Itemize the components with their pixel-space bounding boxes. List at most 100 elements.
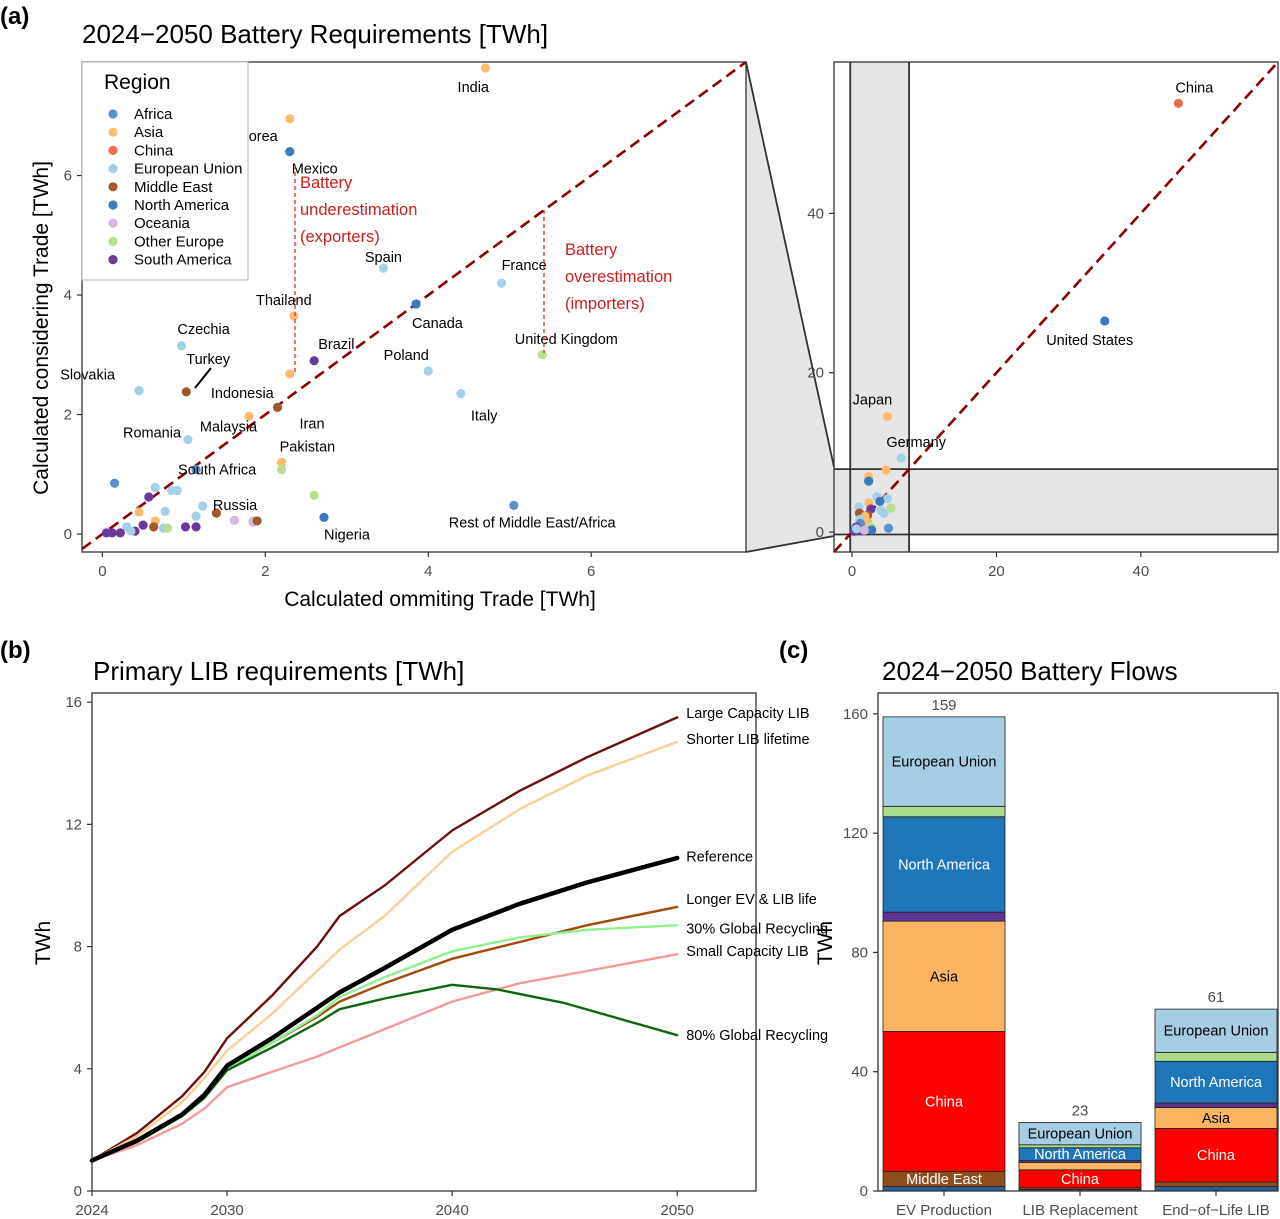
point-turkey — [181, 387, 191, 397]
label-malaysia: Malaysia — [200, 420, 258, 436]
line-reference — [89, 855, 680, 1163]
line-small-capacity-lib — [90, 953, 679, 1162]
point-unlabeled-43 — [162, 523, 173, 533]
bar-label-1-european-union: European Union — [1028, 1127, 1133, 1143]
point-poland — [423, 366, 433, 376]
point-italy — [456, 389, 466, 399]
point-unlabeled-36 — [229, 515, 239, 525]
zoom-connector — [745, 61, 835, 553]
bar-label-2-china: China — [1197, 1148, 1236, 1164]
zoom-label-united-states: United States — [1046, 333, 1133, 349]
zoom-label-germany: Germany — [886, 435, 946, 451]
bar-end-of-life-lib-china — [1154, 1127, 1278, 1183]
label-south-africa: South Africa — [178, 463, 257, 479]
panel-b-tag: (b) — [0, 637, 31, 664]
c-y-tick-label-120: 120 — [843, 825, 868, 842]
point-rest-of-middle-east-africa — [509, 500, 519, 510]
bar-label-0-asia: Asia — [930, 969, 959, 985]
zoom-point-unlabeled-4 — [881, 465, 891, 475]
bar-end-of-life-lib-africa — [1154, 1186, 1278, 1192]
panel-a-title: 2024−2050 Battery Requirements [TWh] — [82, 19, 548, 49]
zoom-point-unlabeled-12 — [886, 503, 896, 513]
x-tick-label-2: 2 — [261, 563, 269, 580]
point-slovakia — [134, 386, 144, 396]
bar-label-2-european-union: European Union — [1164, 1024, 1269, 1040]
point-iran — [272, 402, 283, 412]
c-y-tick-label-160: 160 — [843, 706, 868, 723]
line-chart-frame — [91, 692, 757, 1192]
point-mexico — [285, 147, 295, 157]
legend-label-middle-east: Middle East — [134, 179, 213, 196]
zoom-point-china — [1173, 98, 1183, 109]
b-x-tick-label-2040: 2040 — [435, 1202, 468, 1219]
zoom-point-japan — [882, 411, 893, 422]
legend-label-china: China — [134, 142, 174, 159]
point-unlabeled-21 — [109, 478, 120, 488]
legend-key-other-europe — [108, 236, 118, 246]
legend-label-european-union: European Union — [134, 161, 242, 178]
label-united-kingdom: United Kingdom — [515, 332, 618, 348]
point-south-korea — [285, 114, 295, 124]
zoom-connector-fill — [746, 62, 834, 552]
stacked-bar-ylabel: TWh — [814, 921, 837, 965]
legend-label-other-europe: Other Europe — [134, 233, 224, 250]
zoom-point-united-states — [1100, 316, 1110, 326]
point-czechia — [176, 341, 186, 351]
bar-label-2-asia: Asia — [1202, 1111, 1231, 1127]
line-chart-axes: 2024 2030 2040 2050 0 4 8 12 16 — [65, 694, 694, 1219]
line-label-small-capacity-lib: Small Capacity LIB — [686, 944, 809, 960]
label-france: France — [502, 258, 547, 274]
bar-label-0-north-america: North America — [898, 857, 991, 873]
b-y-tick-label-0: 0 — [74, 1183, 82, 1200]
line-label-large-capacity-lib: Large Capacity LIB — [686, 706, 809, 722]
stacked-bars: 159 23 61 European Union North America Asia Ch… — [882, 697, 1278, 1192]
bar-label-2-north-america: North America — [1170, 1075, 1263, 1091]
zoom-connector-bottom-edge — [745, 535, 835, 553]
exporters-line-3: (exporters) — [300, 228, 380, 246]
c-x-tick-label-lib-replacement: LIB Replacement — [1022, 1202, 1138, 1219]
y-tick-label-0: 0 — [64, 526, 72, 543]
zoom-band-horizontal — [834, 469, 1278, 535]
point-malaysia — [183, 435, 193, 445]
legend-key-south-america — [108, 255, 118, 265]
legend-label-oceania: Oceania — [134, 215, 191, 232]
label-romania: Romania — [123, 425, 182, 441]
legend-key-middle-east — [108, 182, 118, 192]
y-tick-label-4: 4 — [64, 287, 72, 304]
zoom-point-unlabeled-29 — [851, 524, 861, 534]
label-spain: Spain — [365, 250, 402, 266]
scatter-main-panel: IndiaSouth KoreaMexicoSpainFranceCanadaT… — [30, 60, 747, 611]
point-unlabeled-31 — [211, 508, 222, 518]
scatter-main-marks: IndiaSouth KoreaMexicoSpainFranceCanadaT… — [60, 60, 747, 551]
point-unlabeled-22 — [150, 482, 160, 493]
stacked-bar-panel: 159 23 61 European Union North America Asia Ch… — [814, 692, 1279, 1219]
exporters-line-2: underestimation — [300, 201, 417, 219]
label-slovakia: Slovakia — [60, 368, 116, 384]
x-tick-label-6: 6 — [587, 563, 595, 580]
line-longer-ev-lib-life — [90, 905, 679, 1162]
bar-end-of-life-lib-european-union — [1154, 1008, 1278, 1053]
legend-label-asia: Asia — [134, 124, 164, 141]
scatter-zoom-marks: China United States Japan Germany — [833, 61, 1279, 553]
label-russia: Russia — [213, 498, 258, 514]
point-unlabeled-50 — [126, 526, 136, 536]
point-unlabeled-47 — [107, 528, 117, 538]
line-chart-series — [89, 716, 680, 1163]
label-italy: Italy — [471, 409, 498, 425]
bar-total-ev-production: 159 — [931, 697, 956, 714]
b-x-tick-label-2050: 2050 — [661, 1202, 694, 1219]
panel-c-title: 2024−2050 Battery Flows — [882, 656, 1178, 686]
label-thailand: Thailand — [256, 293, 312, 309]
bar-label-0-middle-east: Middle East — [906, 1172, 982, 1188]
exporters-line-1: Battery — [300, 174, 353, 192]
scatter-main-axes: 0 2 4 6 0 2 4 6 — [64, 168, 596, 580]
b-x-tick-label-2024: 2024 — [75, 1202, 108, 1219]
bar-total-lib-replacement: 23 — [1072, 1102, 1089, 1119]
zoom-label-japan: Japan — [853, 393, 893, 409]
bar-total-end-of-life-lib: 61 — [1208, 989, 1225, 1006]
zoom-y-tick-label-40: 40 — [807, 205, 824, 222]
line-label-reference: Reference — [686, 849, 753, 865]
x-tick-label-4: 4 — [424, 563, 432, 580]
